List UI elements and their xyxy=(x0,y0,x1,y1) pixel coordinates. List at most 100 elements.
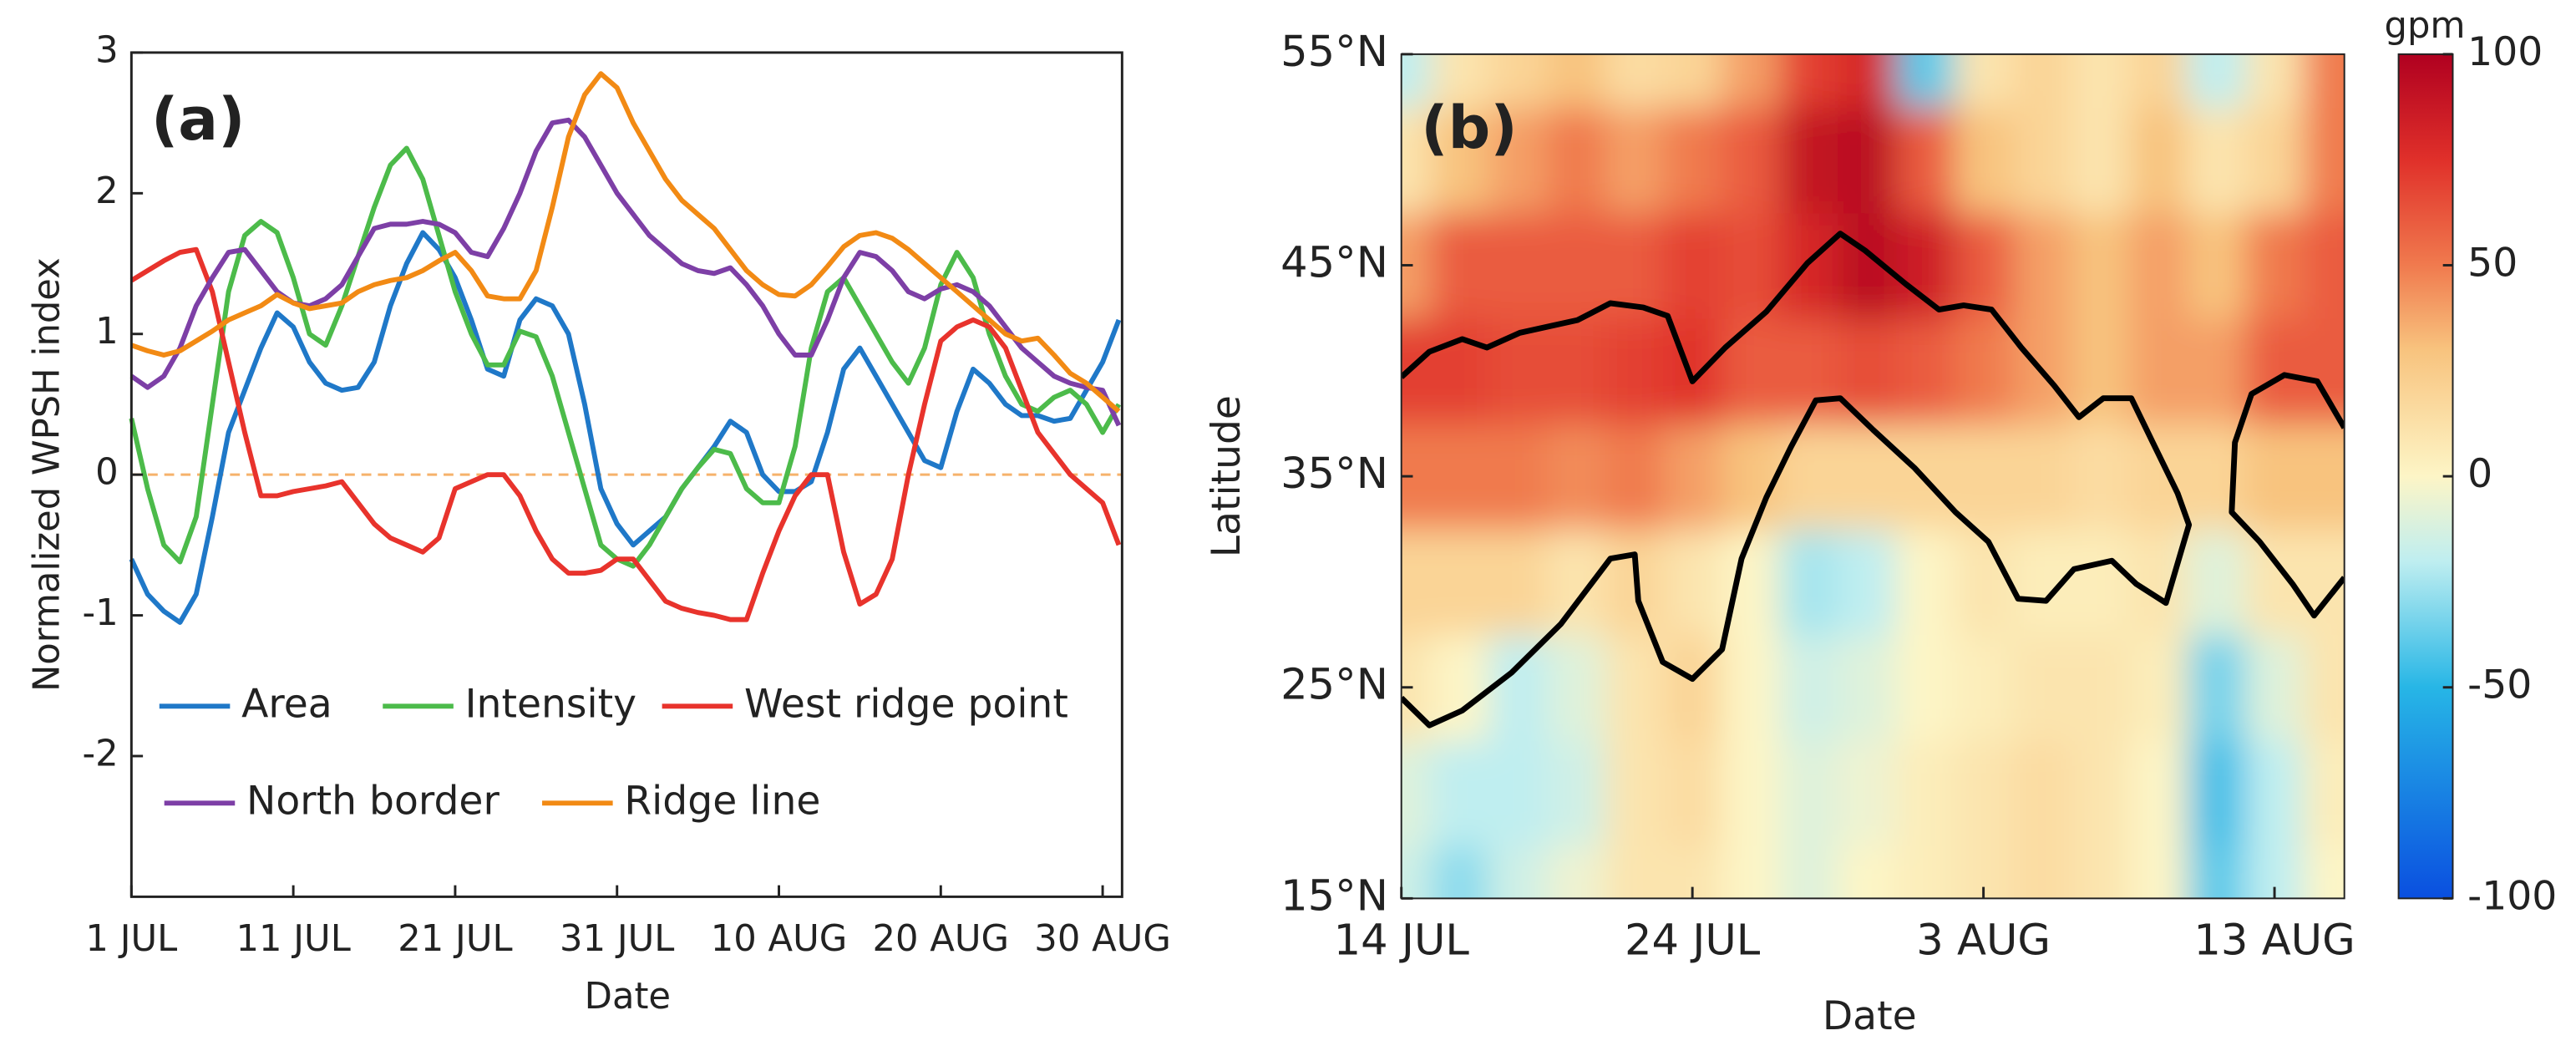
heatmap-cell xyxy=(2245,634,2305,741)
heatmap-cell xyxy=(2187,107,2247,214)
x-tick-label: 3 AUG xyxy=(1916,916,2051,965)
heatmap-cell xyxy=(1663,634,1722,741)
heatmap-cell xyxy=(1779,212,1839,319)
heatmap-cell xyxy=(2012,634,2072,741)
heatmap-cell xyxy=(2128,317,2188,424)
heatmap-cell xyxy=(2187,634,2247,741)
heatmap-cell xyxy=(2245,107,2305,214)
heatmap-cell xyxy=(1546,317,1606,424)
x-tick-label: 10 AUG xyxy=(711,918,848,960)
heatmap-cell xyxy=(2187,529,2247,636)
x-tick-label: 20 AUG xyxy=(873,918,1010,960)
heatmap-cell xyxy=(1954,107,2014,214)
heatmap-cell xyxy=(1954,423,2014,530)
heatmap-cell xyxy=(1430,423,1490,530)
heatmap-cell xyxy=(2245,317,2305,424)
heatmap-cell xyxy=(1779,53,1839,109)
x-tick-label: 1 JUL xyxy=(85,918,177,960)
heatmap-cell xyxy=(2071,212,2130,319)
heatmap-cell xyxy=(1896,845,1955,899)
heatmap-cell xyxy=(1430,317,1490,424)
heatmap-cell xyxy=(1663,212,1722,319)
heatmap-cell xyxy=(1954,317,2014,424)
heatmap-cell xyxy=(2128,423,2188,530)
heatmap-cell xyxy=(1546,212,1606,319)
heatmap-cell xyxy=(2245,423,2305,530)
heatmap-cell xyxy=(1605,53,1665,109)
heatmap-cell xyxy=(1605,107,1665,214)
panel-label: (b) xyxy=(1421,93,1517,162)
colorbar-tick-label: -100 xyxy=(2467,873,2557,919)
heatmap-cell xyxy=(2012,739,2072,847)
y-tick-label: 0 xyxy=(95,452,119,494)
heatmap-cell xyxy=(2128,53,2188,109)
heatmap-cell xyxy=(1722,317,1781,424)
x-axis-label: Date xyxy=(585,976,671,1018)
heatmap-cell xyxy=(1896,107,1955,214)
heatmap-cell xyxy=(1605,423,1665,530)
heatmap xyxy=(1401,53,2345,899)
heatmap-cell xyxy=(1838,212,1898,319)
legend-label: Intensity xyxy=(465,681,636,727)
heatmap-cell xyxy=(1779,739,1839,847)
heatmap-cell xyxy=(1722,845,1781,899)
y-tick-label: 15°N xyxy=(1280,871,1388,921)
heatmap-cell xyxy=(1430,107,1490,214)
y-tick-label: -2 xyxy=(82,733,118,774)
heatmap-cell xyxy=(2071,529,2130,636)
heatmap-cell xyxy=(1488,107,1548,214)
heatmap-cell xyxy=(1838,739,1898,847)
legend-label: West ridge point xyxy=(744,681,1068,727)
heatmap-cell xyxy=(1401,107,1432,214)
contour-line xyxy=(2229,372,2345,619)
y-tick-label: 35°N xyxy=(1280,449,1388,499)
heatmap-cell xyxy=(2128,107,2188,214)
heatmap-cell xyxy=(1779,423,1839,530)
panel-label: (a) xyxy=(151,84,245,154)
heatmap-cell xyxy=(1430,212,1490,319)
series-line xyxy=(129,145,1122,569)
heatmap-cell xyxy=(2071,739,2130,847)
heatmap-cell xyxy=(1663,529,1722,636)
heatmap-cell xyxy=(1954,634,2014,741)
heatmap-cell xyxy=(1663,739,1722,847)
heatmap-cell xyxy=(1605,845,1665,899)
y-tick-label: 25°N xyxy=(1280,661,1388,710)
heatmap-cell xyxy=(1546,107,1606,214)
y-tick-label: 1 xyxy=(95,311,119,353)
heatmap-cell xyxy=(1605,739,1665,847)
heatmap-cell xyxy=(1430,845,1490,899)
x-tick-label: 11 JUL xyxy=(236,918,350,960)
y-tick-label: 3 xyxy=(95,29,119,71)
heatmap-cell xyxy=(2187,212,2247,319)
x-tick-label: 31 JUL xyxy=(560,918,674,960)
heatmap-cell xyxy=(1838,845,1898,899)
heatmap-cell xyxy=(1954,739,2014,847)
heatmap-cell xyxy=(2012,107,2072,214)
heatmap-cell xyxy=(1488,634,1548,741)
heatmap-cell xyxy=(1779,634,1839,741)
heatmap-cell xyxy=(1779,529,1839,636)
heatmap-cell xyxy=(1896,634,1955,741)
heatmap-cell xyxy=(1430,53,1490,109)
x-tick-label: 30 AUG xyxy=(1034,918,1171,960)
legend-label: Area xyxy=(241,681,332,727)
heatmap-cell xyxy=(1488,845,1548,899)
colorbar-label: gpm xyxy=(2385,5,2466,47)
heatmap-cell xyxy=(1838,423,1898,530)
colorbar-tick-label: 100 xyxy=(2467,29,2543,75)
heatmap-cell xyxy=(2303,317,2345,424)
heatmap-cell xyxy=(1488,529,1548,636)
heatmap-cell xyxy=(1401,739,1432,847)
heatmap-cell xyxy=(2245,53,2305,109)
heatmap-cell xyxy=(1663,53,1722,109)
heatmap-cell xyxy=(2245,739,2305,847)
x-tick-label: 24 JUL xyxy=(1625,916,1761,965)
heatmap-cell xyxy=(1722,739,1781,847)
legend-label: North border xyxy=(246,778,499,824)
x-tick-label: 21 JUL xyxy=(398,918,512,960)
heatmap-cell xyxy=(1488,423,1548,530)
series-line xyxy=(129,246,1122,622)
heatmap-cell xyxy=(1401,845,1432,899)
